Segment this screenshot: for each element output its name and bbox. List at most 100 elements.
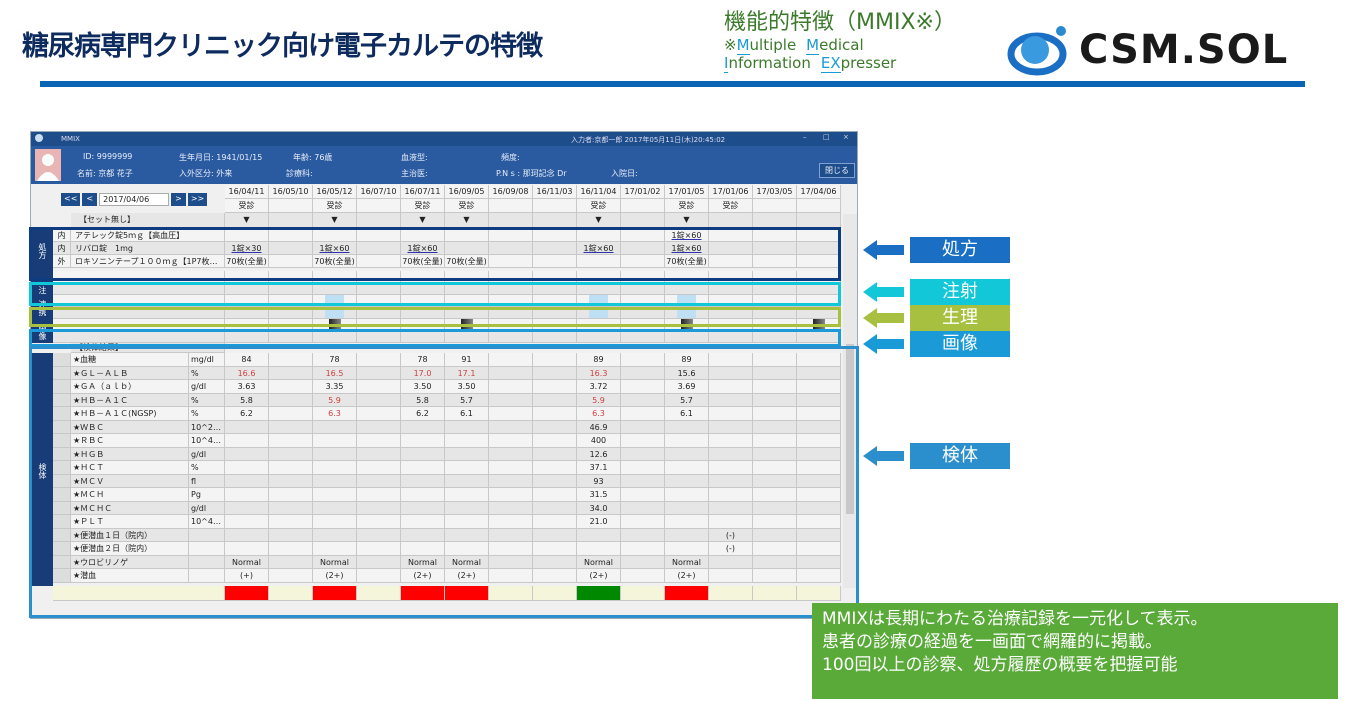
visit-cell: 受診: [577, 199, 621, 213]
lab-value: [225, 447, 269, 461]
status-bar-cell: [225, 586, 269, 601]
lab-unit: %: [189, 366, 225, 380]
date-header: 16/05/12: [313, 185, 357, 199]
lab-value: Normal: [445, 555, 489, 569]
section-cell: [665, 331, 709, 343]
lab-value: [753, 501, 797, 515]
date-header: 16/07/11: [401, 185, 445, 199]
lab-value: [709, 380, 753, 394]
lab-value: [533, 434, 577, 448]
callout-label: 生理: [910, 305, 1010, 331]
lab-value: [621, 393, 665, 407]
lab-value: [533, 474, 577, 488]
last-button[interactable]: >>: [187, 193, 208, 206]
maximize-button[interactable]: □: [823, 133, 830, 141]
section-cell: [225, 331, 269, 343]
lab-value: [665, 515, 709, 529]
rx-cell: [401, 229, 445, 242]
lab-value: [401, 474, 445, 488]
callout-label: 処方: [910, 237, 1010, 263]
section-cell: [533, 307, 577, 319]
lab-value: 46.9: [577, 420, 621, 434]
marker-cell: [489, 213, 533, 228]
status-bar-cell: [313, 586, 357, 601]
first-button[interactable]: <<: [61, 193, 81, 206]
lab-value: [269, 474, 313, 488]
date-input[interactable]: 2017/04/06: [99, 193, 170, 206]
lab-value: (+): [225, 569, 269, 583]
acronym-word: EXpresser: [820, 54, 897, 73]
lab-value: [401, 420, 445, 434]
lab-check: [53, 569, 71, 583]
lab-value: [665, 461, 709, 475]
lab-value: [709, 407, 753, 421]
lab-value: [357, 474, 401, 488]
section-cell: [709, 307, 753, 319]
lab-value: [621, 461, 665, 475]
lab-value: [489, 461, 533, 475]
prev-button[interactable]: <: [82, 193, 98, 206]
lab-unit: %: [189, 407, 225, 421]
lab-value: [225, 488, 269, 502]
lab-value: [753, 380, 797, 394]
lab-value: [753, 555, 797, 569]
rx-cell: [489, 229, 533, 242]
marker-cell: [797, 213, 841, 228]
lab-value: [269, 569, 313, 583]
lab-value: [313, 461, 357, 475]
lab-value: [753, 488, 797, 502]
lab-value: (2+): [313, 569, 357, 583]
rx-cell: 70枚(全量): [313, 255, 357, 268]
section-cell: [753, 331, 797, 343]
status-bar-cell: [621, 586, 665, 601]
lab-value: [225, 501, 269, 515]
lab-check: [53, 407, 71, 421]
section-cell: [621, 331, 665, 343]
lab-value: [709, 366, 753, 380]
section-cell: [665, 307, 709, 319]
section-cell: [225, 283, 269, 295]
section-cell: [401, 307, 445, 319]
close-window-button[interactable]: ×: [843, 133, 849, 141]
lab-value: [313, 515, 357, 529]
status-bar-cell: [357, 586, 401, 601]
close-button[interactable]: 閉じる: [819, 163, 855, 178]
rx-name: ロキソニンテープ１００ｍｇ【1P7枚】10×…: [71, 255, 225, 268]
lab-name: ★血糖: [71, 353, 189, 367]
visit-cell: [269, 199, 313, 213]
marker-cell: [357, 213, 401, 228]
rx-cell: 1錠×60: [577, 242, 621, 255]
next-button[interactable]: >: [171, 193, 186, 206]
arrow-shaft: [876, 339, 904, 349]
subtitle: 機能的特徴（MMIX※）: [724, 10, 956, 35]
note-line: 患者の診療の経過を一画面で網羅的に掲載。: [822, 632, 1162, 652]
patient-freq: 頻度:: [501, 153, 520, 162]
lab-value: [269, 515, 313, 529]
rx-cell: [489, 242, 533, 255]
lab-value: 5.7: [665, 393, 709, 407]
lab-value: [753, 434, 797, 448]
patient-name: 名前: 京都 花子: [77, 169, 133, 178]
logo-swoosh-icon: [1007, 26, 1067, 76]
lab-check: [53, 447, 71, 461]
section-cell: [269, 331, 313, 343]
minimize-button[interactable]: –: [803, 133, 807, 141]
blank-row-cell: [53, 283, 225, 295]
patient-blood: 血液型:: [401, 153, 428, 162]
lab-check: [53, 528, 71, 542]
callout-label: 注射: [910, 279, 1010, 305]
rx-cell: 1錠×60: [665, 229, 709, 242]
rx-kind: 内: [53, 229, 71, 242]
arrow-shaft: [876, 287, 904, 297]
lab-name: ★ＰＬＴ: [71, 515, 189, 529]
lab-value: [401, 501, 445, 515]
lab-value: 6.2: [401, 407, 445, 421]
lab-value: [753, 542, 797, 556]
rx-cell: [533, 229, 577, 242]
lab-value: [357, 461, 401, 475]
lab-value: [269, 447, 313, 461]
scrollbar[interactable]: [843, 214, 857, 588]
date-header: 16/07/10: [357, 185, 401, 199]
section-cell: [577, 283, 621, 295]
lab-value: [533, 542, 577, 556]
